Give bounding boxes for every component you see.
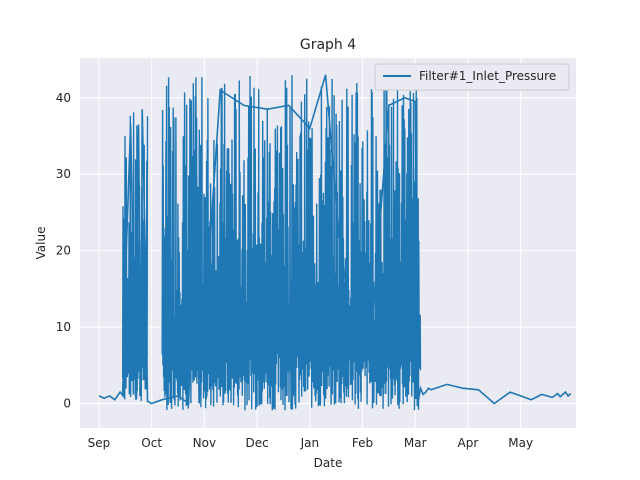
y-tick-label: 30 [56,167,71,181]
chart-title: Graph 4 [300,37,356,53]
x-tick-labels: Sep Oct Nov Dec Jan Feb Mar Apr May [88,436,533,450]
legend-label: Filter#1_Inlet_Pressure [419,69,556,83]
x-tick-label: May [508,436,533,450]
x-tick-label: Jan [300,436,320,450]
x-tick-label: Dec [245,436,268,450]
y-tick-label: 20 [56,244,71,258]
y-tick-label: 40 [56,91,71,105]
x-tick-label: Nov [193,436,216,450]
legend: Filter#1_Inlet_Pressure [374,63,570,91]
series-layer [98,74,572,411]
y-tick-labels: 0 10 20 30 40 [56,91,71,411]
series-dense-band [161,75,422,411]
x-tick-label: Oct [141,436,162,450]
x-tick-label: Feb [352,436,373,450]
legend-box [374,63,570,91]
x-axis-label: Date [314,456,343,470]
series-line [98,74,572,406]
x-tick-label: Apr [458,436,479,450]
y-tick-label: 10 [56,320,71,334]
x-tick-label: Mar [404,436,427,450]
x-tick-label: Sep [88,436,111,450]
y-axis-label: Value [34,227,48,260]
y-tick-label: 0 [63,397,71,411]
